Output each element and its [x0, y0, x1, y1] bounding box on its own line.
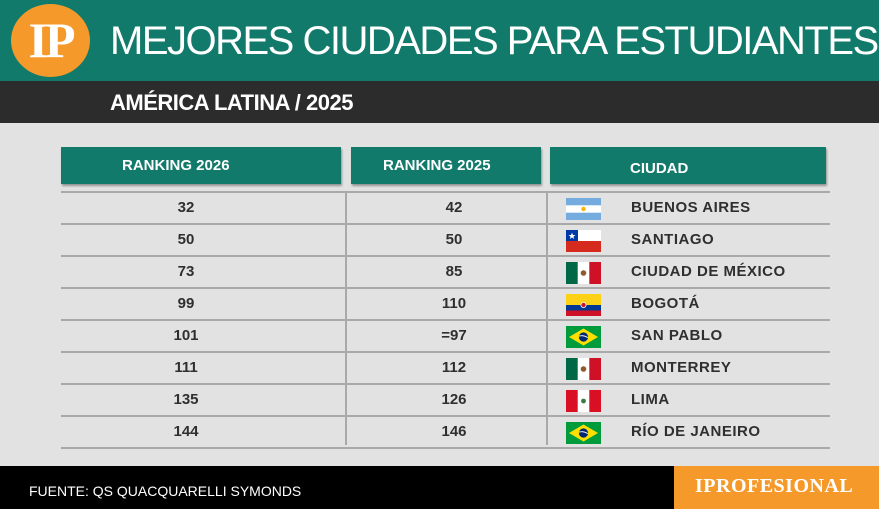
- subtitle-bar: AMÉRICA LATINA / 2025: [0, 81, 879, 123]
- header-bar: IP MEJORES CIUDADES PARA ESTUDIANTES: [0, 0, 879, 81]
- rank-2025-cell: 85: [445, 263, 463, 280]
- table-row: 144 146 RÍO DE JANEIRO: [61, 415, 830, 449]
- table-row: 135 126 LIMA: [61, 383, 830, 415]
- rank-2025-cell: 112: [441, 359, 467, 376]
- page-title: MEJORES CIUDADES PARA ESTUDIANTES: [110, 19, 879, 63]
- city-cell: RÍO DE JANEIRO: [631, 423, 761, 440]
- column-header-ranking-2026: RANKING 2026: [61, 147, 341, 184]
- peru-flag-icon: [566, 390, 601, 412]
- rank-2025-cell: 110: [441, 295, 467, 312]
- brazil-flag-icon: [566, 326, 601, 348]
- rank-2026-cell: 32: [177, 199, 195, 216]
- column-header-ranking-2025: RANKING 2025: [351, 147, 541, 184]
- table-row: 32 42 BUENOS AIRES: [61, 191, 830, 223]
- city-cell: SAN PABLO: [631, 327, 723, 344]
- ranking-table: 32 42 BUENOS AIRES 50 50 SANTIAGO 73 85 CIUDAD D…: [61, 191, 830, 449]
- rank-2026-cell: 135: [173, 391, 199, 408]
- rank-2026-cell: 99: [177, 295, 195, 312]
- rank-2025-cell: 50: [445, 231, 463, 248]
- table-row: 99 110 BOGOTÁ: [61, 287, 830, 319]
- brand-box: IPROFESIONAL: [674, 466, 879, 509]
- rank-2026-cell: 101: [173, 327, 199, 344]
- colombia-flag-icon: [566, 294, 601, 316]
- mexico-flag-icon: [566, 358, 601, 380]
- rank-2025-cell: 42: [445, 199, 463, 216]
- rank-2026-cell: 144: [173, 423, 199, 440]
- table-row: 73 85 CIUDAD DE MÉXICO: [61, 255, 830, 287]
- table-row: 50 50 SANTIAGO: [61, 223, 830, 255]
- city-cell: BOGOTÁ: [631, 295, 700, 312]
- column-divider: [546, 191, 548, 445]
- column-header-label: RANKING 2025: [383, 157, 491, 174]
- table-row: 111 112 MONTERREY: [61, 351, 830, 383]
- city-cell: CIUDAD DE MÉXICO: [631, 263, 786, 280]
- rank-2026-cell: 50: [177, 231, 195, 248]
- column-divider: [345, 191, 347, 445]
- chile-flag-icon: [566, 230, 601, 252]
- rank-2026-cell: 111: [174, 359, 198, 376]
- brazil-flag-icon: [566, 422, 601, 444]
- iprofesional-logo: IP: [11, 4, 90, 77]
- rank-2025-cell: 146: [441, 423, 467, 440]
- brand-name: IPROFESIONAL: [695, 475, 854, 497]
- column-header-label: RANKING 2026: [122, 157, 230, 174]
- rank-2025-cell: =97: [441, 327, 467, 344]
- argentina-flag-icon: [566, 198, 601, 220]
- city-cell: BUENOS AIRES: [631, 199, 751, 216]
- column-header-label: CIUDAD: [630, 160, 689, 177]
- rank-2025-cell: 126: [441, 391, 467, 408]
- page-subtitle: AMÉRICA LATINA / 2025: [110, 90, 353, 115]
- city-cell: MONTERREY: [631, 359, 732, 376]
- mexico-flag-icon: [566, 262, 601, 284]
- city-cell: LIMA: [631, 391, 670, 408]
- column-header-city: CIUDAD: [550, 147, 826, 184]
- rank-2026-cell: 73: [177, 263, 195, 280]
- source-credit: FUENTE: QS QUACQUARELLI SYMONDS: [29, 483, 302, 499]
- city-cell: SANTIAGO: [631, 231, 715, 248]
- table-row: 101 =97 SAN PABLO: [61, 319, 830, 351]
